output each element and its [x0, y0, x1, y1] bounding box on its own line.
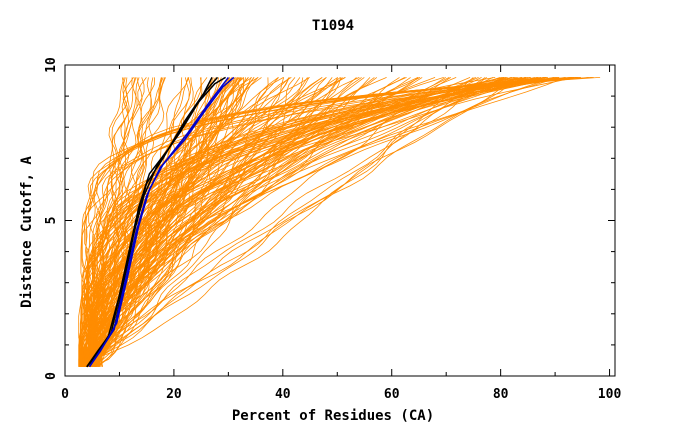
series-line [82, 77, 545, 367]
series-line [92, 77, 153, 367]
series-line [87, 77, 517, 368]
x-axis-label: Percent of Residues (CA) [232, 408, 434, 424]
plot-area [78, 76, 601, 368]
series-line [83, 77, 494, 367]
series-line [84, 77, 137, 367]
y-tick-label: 10 [44, 57, 59, 73]
series-line [79, 77, 514, 367]
series-line [88, 77, 578, 367]
x-tick-label: 40 [275, 387, 291, 402]
series-line [90, 77, 405, 367]
series-line [80, 77, 558, 367]
series-line-blue [88, 76, 229, 368]
chart-title: T1094 [312, 18, 354, 34]
x-tick-label: 20 [166, 387, 182, 402]
series-line [84, 77, 338, 367]
series-line [90, 77, 296, 367]
series-line [95, 77, 242, 367]
series-line [88, 77, 269, 367]
series-line [83, 77, 486, 367]
axis-ticks: 0 20 40 60 80 100 0 5 10 [44, 57, 621, 402]
series-line [86, 77, 560, 367]
series-line [90, 77, 518, 367]
series-line [79, 77, 474, 368]
series-line [78, 77, 259, 367]
series-line [96, 77, 535, 367]
series-line [94, 77, 231, 367]
x-tick-label: 0 [61, 387, 69, 402]
series-line [78, 77, 304, 367]
x-tick-label: 60 [384, 387, 400, 402]
x-tick-label: 100 [598, 387, 622, 402]
x-tick-label: 80 [493, 387, 509, 402]
series-line [89, 77, 512, 367]
series-line [98, 77, 452, 367]
series-line [85, 77, 252, 368]
series-line [84, 77, 255, 367]
series-line [84, 77, 526, 367]
series-line [91, 77, 411, 367]
series-line [90, 77, 242, 367]
series-line-black [86, 77, 213, 368]
y-axis-label: Distance Cutoff, A [19, 156, 35, 308]
y-tick-label: 5 [44, 217, 59, 225]
y-tick-label: 0 [44, 372, 59, 380]
series-line [96, 77, 166, 367]
series-line [79, 77, 529, 367]
series-line [83, 77, 549, 367]
series-line [80, 77, 163, 367]
series-line [92, 77, 545, 367]
series-line [88, 77, 213, 368]
series-line [87, 77, 504, 367]
series-line [87, 77, 342, 368]
